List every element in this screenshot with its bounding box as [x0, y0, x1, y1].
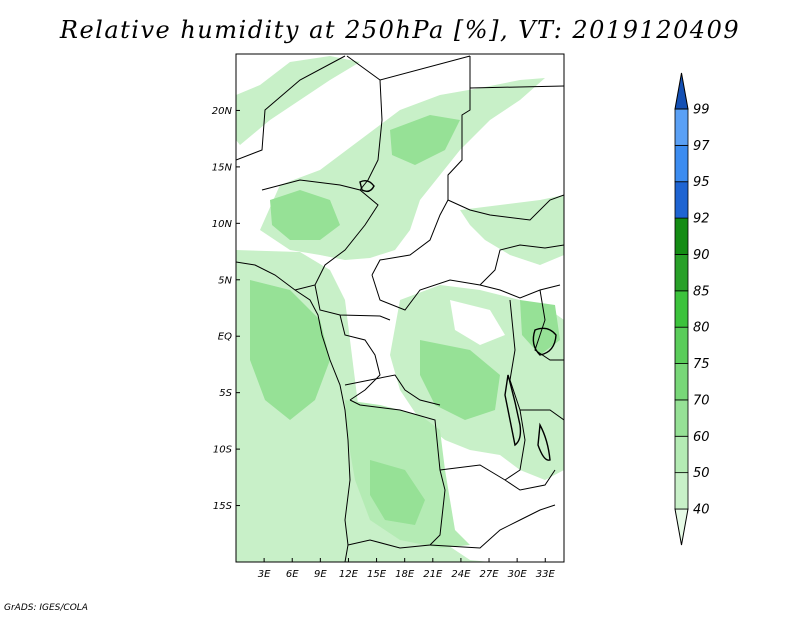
border-tanzania [520, 409, 564, 421]
lon-tick-label: 30E [508, 569, 528, 580]
lon-tick-label: 18E [395, 569, 415, 580]
lat-tick-label: 15S [213, 501, 233, 512]
humidity-patch-3 [420, 340, 500, 420]
colorbar-label: 75 [693, 357, 710, 372]
colorbar-label: 99 [693, 103, 710, 118]
border-southern [429, 504, 556, 549]
colorbar-label: 90 [693, 248, 710, 263]
lat-tick-label: 10N [212, 219, 233, 230]
lat-tick-label: 5N [218, 275, 232, 286]
lat-tick-label: EQ [218, 332, 232, 343]
border-south-sudan [479, 244, 564, 286]
map-frame [235, 53, 565, 563]
humidity-dry-patch [450, 300, 505, 345]
colorbar-segment [674, 181, 689, 219]
lakes [359, 179, 557, 461]
colorbar-segment [674, 108, 689, 146]
lon-tick-label: 9E [314, 569, 327, 580]
border-sudan-south [447, 194, 564, 221]
border-egypt [469, 85, 564, 89]
longitude-axis: 3E 6E 9E 12E 15E 18E 21E 24E 27E 30E 33E [258, 558, 556, 580]
colorbar-segment [674, 217, 689, 255]
humidity-patch-1 [250, 280, 330, 420]
lake-tanganyika [504, 374, 522, 447]
humidity-patch-6 [520, 300, 560, 355]
humidity-field [236, 56, 564, 562]
lon-tick-label: 6E [286, 569, 299, 580]
border-kenya-uganda [534, 289, 564, 361]
lake-victoria [532, 327, 557, 356]
colorbar: 40 50 60 70 75 80 85 90 92 95 97 99 [674, 72, 710, 546]
colorbar-lower-arrow [674, 508, 689, 546]
lon-tick-label: 21E [423, 569, 443, 580]
colorbar-segment [674, 254, 689, 292]
border-car [371, 274, 561, 311]
colorbar-label: 92 [693, 212, 710, 227]
colorbar-segment [674, 435, 689, 474]
grads-credit: GrADS: IGES/COLA [4, 603, 88, 613]
humidity-dry-patch-2 [260, 140, 320, 180]
lon-tick-label: 15E [367, 569, 387, 580]
humidity-region-nw [236, 56, 360, 145]
colorbar-label: 40 [693, 503, 710, 518]
lon-tick-label: 3E [258, 569, 271, 580]
humidity-patch-5 [390, 115, 460, 165]
border-libya-niger [346, 55, 383, 191]
colorbar-segment [674, 144, 689, 183]
border-angola [347, 399, 446, 549]
colorbar-label: 70 [693, 393, 710, 408]
humidity-patch-4 [370, 460, 425, 525]
lon-tick-label: 33E [536, 569, 556, 580]
country-borders [236, 55, 564, 562]
colorbar-label: 95 [693, 175, 710, 190]
border-niger-mali [236, 55, 346, 161]
lat-tick-label: 20N [212, 106, 233, 117]
border-nigeria [261, 179, 379, 291]
colorbar-label: 50 [693, 466, 710, 481]
colorbar-segment [674, 363, 689, 401]
colorbar-segment [674, 290, 689, 328]
border-drc-angola-north [344, 374, 441, 406]
lat-tick-label: 15N [212, 162, 233, 173]
colorbar-upper-arrow [674, 72, 689, 110]
lat-tick-label: 10S [213, 445, 233, 456]
latitude-axis: 20N 15N 10N 5N EQ 5S 10S 15S [212, 106, 240, 512]
humidity-region-ne [460, 195, 564, 265]
colorbar-label: 85 [693, 284, 710, 299]
map-title: Relative humidity at 250hPa [%], VT: 201… [59, 16, 741, 44]
colorbar-segment [674, 399, 689, 437]
lon-tick-label: 24E [451, 569, 471, 580]
colorbar-label: 60 [693, 430, 710, 445]
colorbar-segment [674, 326, 689, 364]
border-congo [339, 314, 381, 401]
coastline-west [236, 261, 351, 562]
lake-malawi [537, 422, 551, 461]
border-zambia [439, 464, 556, 491]
colorbar-label: 97 [693, 139, 710, 154]
colorbar-segment [674, 472, 689, 510]
lon-tick-label: 12E [339, 569, 359, 580]
lon-tick-label: 27E [480, 569, 500, 580]
colorbar-label: 80 [693, 321, 710, 336]
lat-tick-label: 5S [219, 388, 232, 399]
humidity-patch-2 [270, 190, 340, 240]
lake-chad [359, 179, 375, 193]
